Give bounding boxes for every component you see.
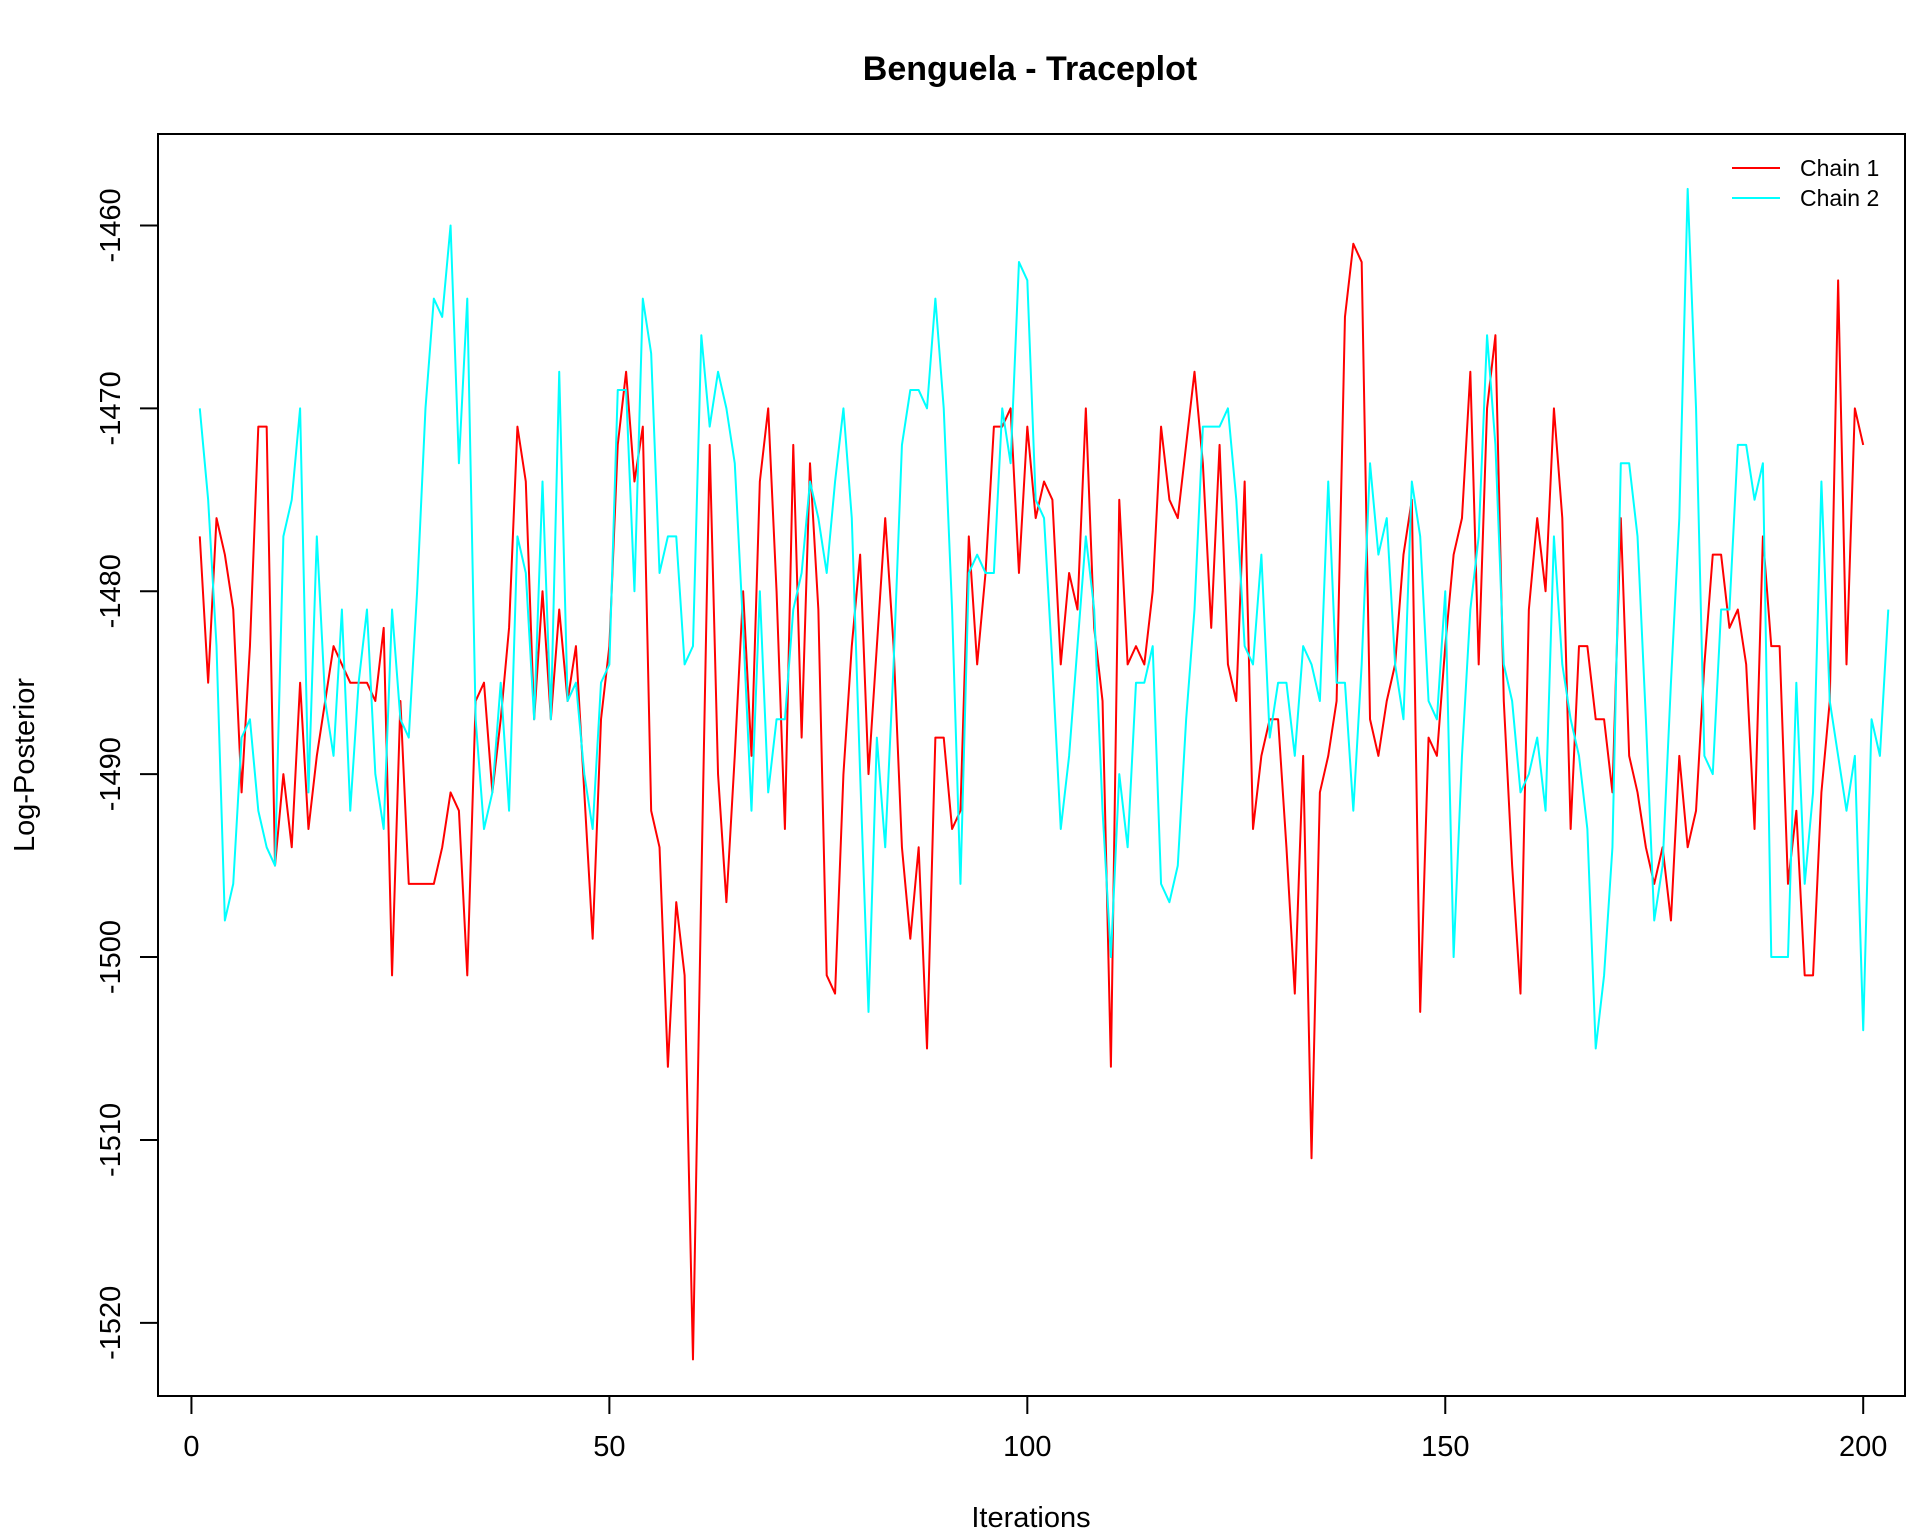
legend-label-chain-1: Chain 1 — [1800, 155, 1879, 181]
x-tick-label: 50 — [593, 1431, 625, 1463]
y-tick-label: -1500 — [95, 920, 127, 994]
y-tick-label: -1470 — [95, 371, 127, 445]
x-axis-label: Iterations — [971, 1502, 1090, 1534]
y-tick-label: -1480 — [95, 554, 127, 628]
y-axis: -1460 -1470 -1480 -1490 -1500 -1510 -1520 — [95, 188, 159, 1360]
x-tick-label: 0 — [183, 1431, 199, 1463]
x-tick-label: 100 — [1003, 1431, 1051, 1463]
x-tick-label: 150 — [1421, 1431, 1469, 1463]
y-tick-label: -1490 — [95, 737, 127, 811]
legend-label-chain-2: Chain 2 — [1800, 185, 1879, 211]
y-tick-label: -1510 — [95, 1103, 127, 1177]
series-group — [198, 187, 1890, 1361]
series-line-chain-1 — [198, 242, 1865, 1361]
y-tick-label: -1520 — [95, 1286, 127, 1360]
legend: Chain 1 Chain 2 — [1732, 155, 1879, 211]
y-tick-label: -1460 — [95, 188, 127, 262]
chart-title: Benguela - Traceplot — [863, 50, 1197, 88]
y-axis-label: Log-Posterior — [9, 678, 41, 852]
series-line-chain-2 — [198, 187, 1890, 1050]
x-tick-label: 200 — [1839, 1431, 1887, 1463]
x-axis: 0 50 100 150 200 — [183, 1395, 1887, 1463]
